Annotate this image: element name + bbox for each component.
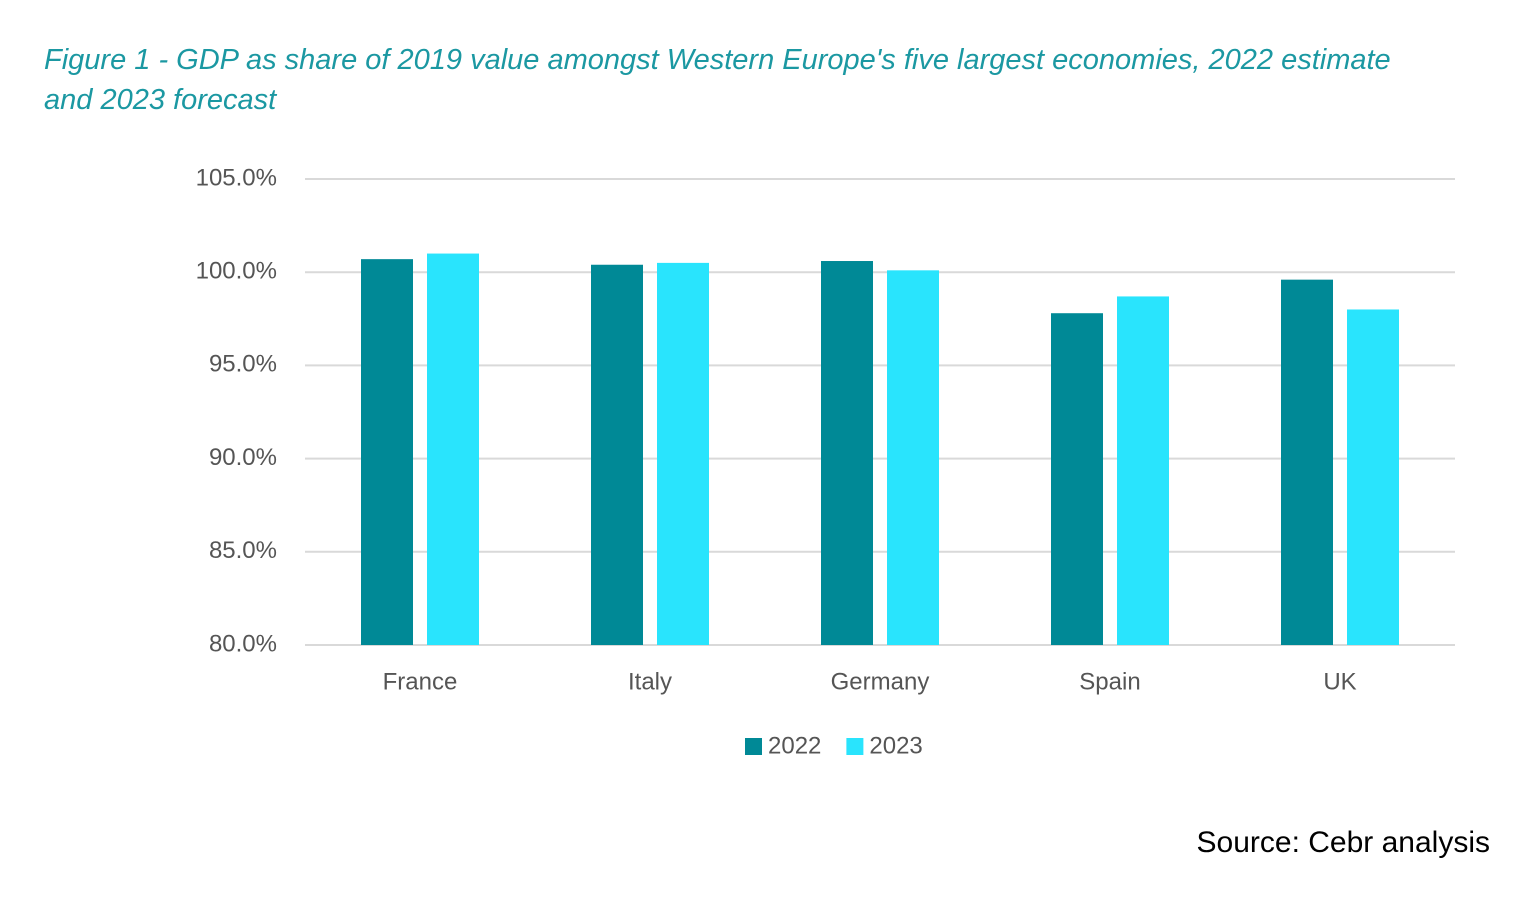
y-tick-label: 90.0% [209,444,277,471]
bar [1117,296,1169,645]
y-tick-label: 100.0% [196,258,277,285]
bar [427,253,479,645]
x-tick-label: UK [1323,668,1356,695]
x-tick-label: Spain [1079,668,1140,695]
bar [657,262,709,645]
x-tick-label: Italy [628,668,672,695]
bar [1347,309,1399,645]
bar [887,270,939,645]
legend-label: 2023 [869,732,922,759]
legend-swatch [846,738,864,755]
y-tick-label: 85.0% [209,537,277,564]
y-tick-label: 95.0% [209,351,277,378]
chart-title: Figure 1 - GDP as share of 2019 value am… [44,44,1391,116]
y-tick-label: 80.0% [209,630,277,657]
bar [1051,313,1103,645]
source-note: Source: Cebr analysis [1196,826,1490,859]
x-tick-label: France [383,668,458,695]
bar [361,259,413,645]
bar [591,264,643,645]
bar [821,261,873,645]
x-tick-label: Germany [831,668,930,695]
bar [1281,279,1333,645]
legend-label: 2022 [768,732,821,759]
legend-swatch [745,738,762,755]
y-tick-label: 105.0% [196,164,277,191]
